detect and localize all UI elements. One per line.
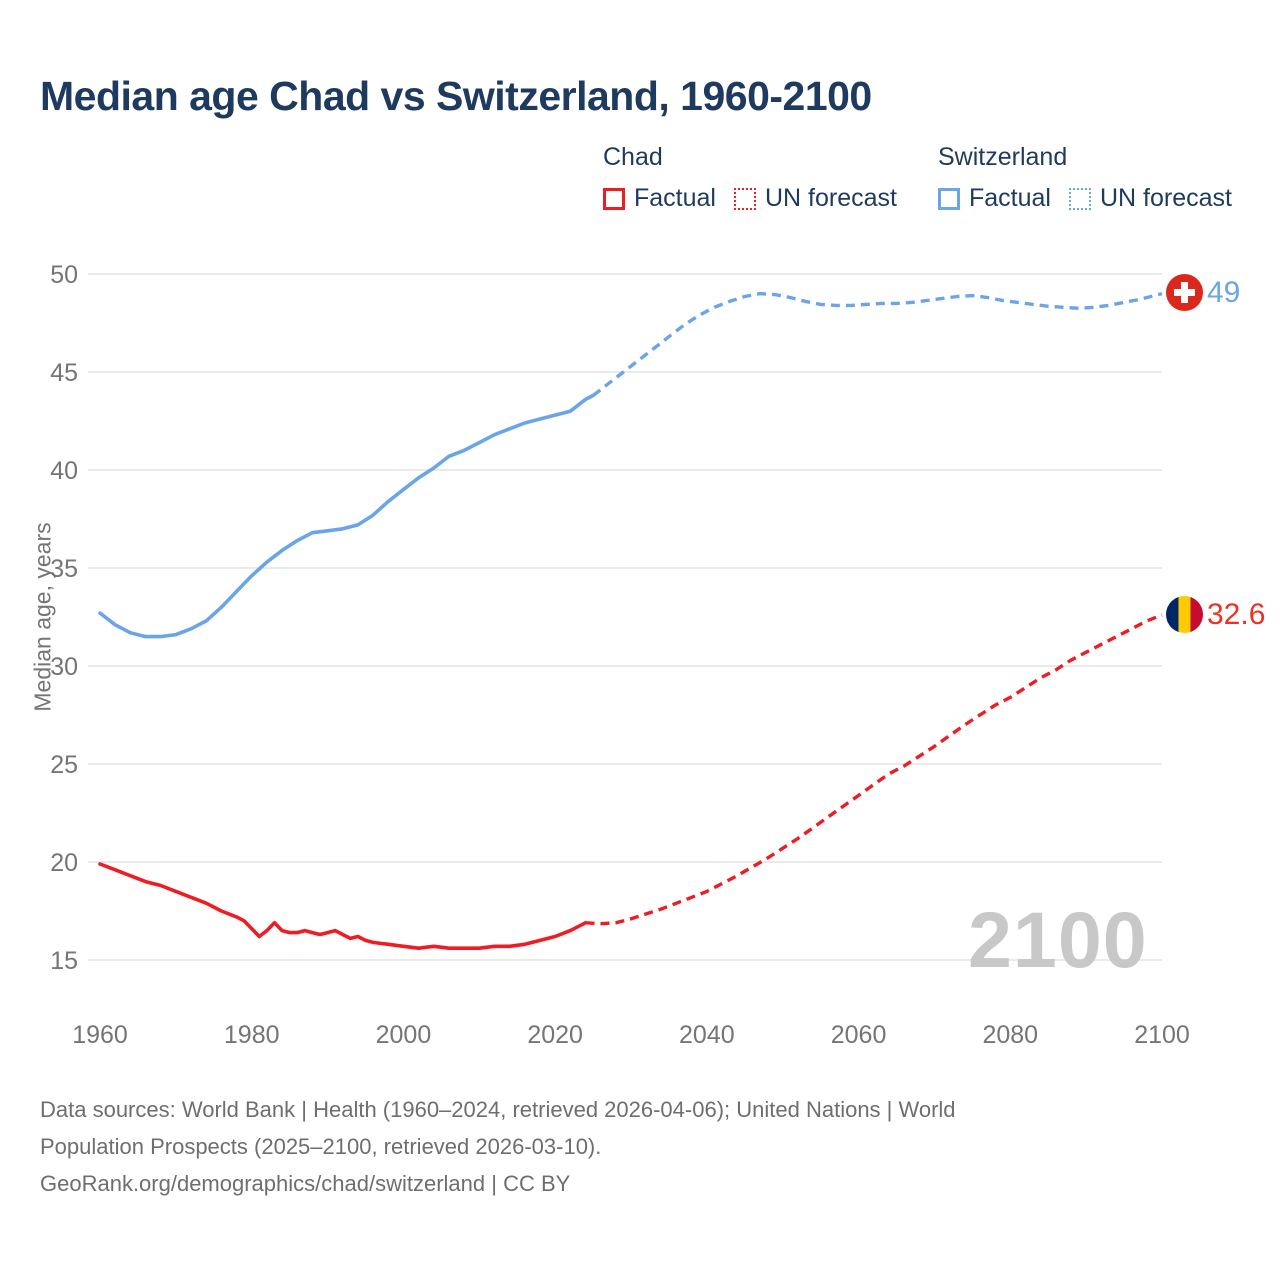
- x-tick-label: 1960: [72, 1021, 128, 1049]
- series-line-chad-un-forecast: [585, 613, 1163, 926]
- swiss-flag-icon: [1166, 274, 1203, 311]
- series-line-switzerland-factual: [98, 393, 595, 639]
- legend-label-switzerland-factual: Factual: [969, 184, 1051, 212]
- endpoint-label-chad: 32.6: [1207, 598, 1266, 631]
- y-tick-label: 50: [50, 261, 78, 289]
- legend-label-chad-factual: Factual: [634, 184, 716, 212]
- y-tick-label: 15: [50, 947, 78, 975]
- swiss-cross-bar: [1181, 282, 1188, 303]
- y-tick-label: 35: [50, 555, 78, 583]
- y-tick-label: 45: [50, 359, 78, 387]
- legend-swatch-chad-factual: [603, 187, 625, 210]
- y-tick-label: 30: [50, 653, 78, 681]
- x-tick-label: 2000: [376, 1021, 432, 1049]
- legend-label-switzerland-forecast: UN forecast: [1099, 184, 1232, 212]
- legend-swatch-switzerland-forecast: [1068, 187, 1091, 210]
- legend-label-chad-forecast: UN forecast: [764, 184, 897, 212]
- legend-group-chad-title: Chad: [603, 143, 663, 171]
- chart-watermark: 2100: [968, 895, 1148, 984]
- x-tick-label: 2020: [527, 1021, 583, 1049]
- y-tick-label: 25: [50, 751, 78, 779]
- footer: Data sources: World Bank | Health (1960–…: [40, 1091, 956, 1202]
- footer-line-sources-2: Population Prospects (2025–2100, retriev…: [40, 1134, 602, 1159]
- page-title: Median age Chad vs Switzerland, 1960-210…: [40, 73, 872, 119]
- y-tick-label: 40: [50, 457, 78, 485]
- footer-line-attribution: GeoRank.org/demographics/chad/switzerlan…: [40, 1171, 571, 1196]
- series-line-switzerland-un-forecast: [592, 291, 1163, 397]
- chad-flag-icon: [1166, 596, 1203, 633]
- legend-row-chad: Factual UN forecast: [603, 184, 897, 213]
- x-tick-label: 2040: [679, 1021, 735, 1049]
- y-tick-label: 20: [50, 849, 78, 877]
- series-line-chad-factual: [98, 862, 588, 951]
- legend-swatch-switzerland-factual: [938, 187, 960, 210]
- legend-group-switzerland-title: Switzerland: [938, 143, 1068, 171]
- endpoint-label-switzerland: 49: [1207, 276, 1241, 309]
- legend-row-switzerland: Factual UN forecast: [938, 184, 1232, 213]
- x-tick-label: 1980: [224, 1021, 280, 1049]
- legend-group-switzerland: Switzerland Factual UN forecast: [938, 143, 1232, 213]
- footer-line-sources-1: Data sources: World Bank | Health (1960–…: [40, 1097, 956, 1122]
- x-tick-label: 2080: [982, 1021, 1038, 1049]
- x-tick-label: 2100: [1134, 1021, 1190, 1049]
- x-tick-label: 2060: [831, 1021, 887, 1049]
- legend-swatch-chad-forecast: [733, 187, 756, 210]
- legend-group-chad: Chad Factual UN forecast: [603, 143, 897, 213]
